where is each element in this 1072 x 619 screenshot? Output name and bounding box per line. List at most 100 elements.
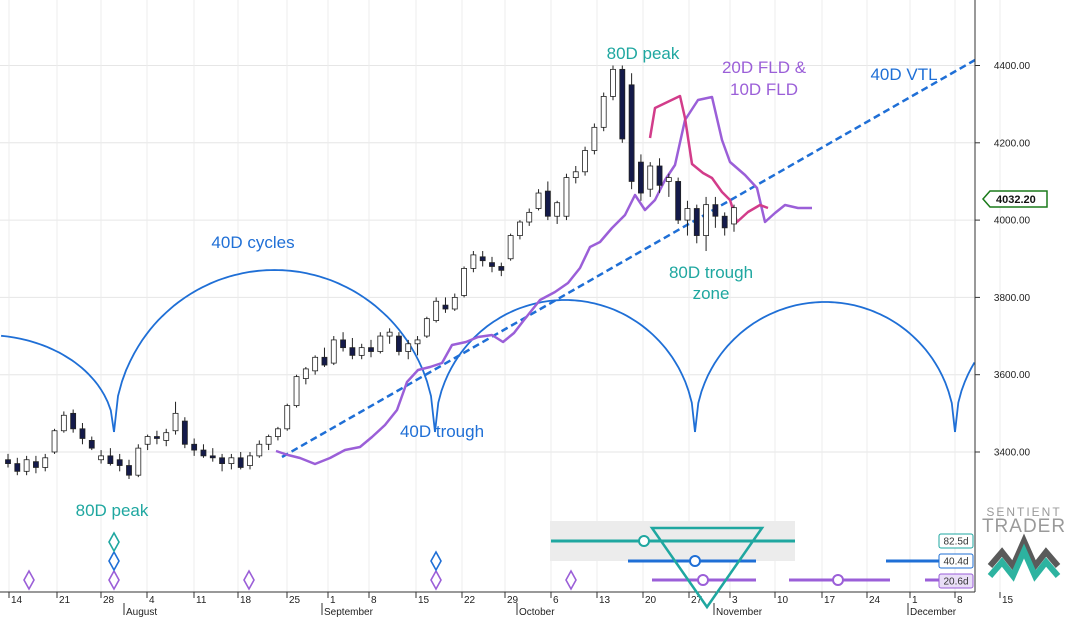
candle-body-down (209, 455, 216, 459)
candle (368, 339, 374, 358)
annotation-zone: zone (693, 284, 730, 303)
candle-body-up (405, 343, 412, 352)
candle-body-up (600, 96, 607, 128)
candle-body-up (42, 457, 49, 468)
candle-body-up (461, 268, 467, 296)
candle (591, 123, 598, 155)
month-label: August (126, 607, 157, 618)
cycle-arc (694, 301, 956, 433)
candle (126, 459, 132, 480)
x-tick-label: 11 (196, 595, 207, 606)
price-axis: 3400.00 3600.00 3800.00 4000.00 4200.00 4400.… (974, 0, 1031, 592)
candle (293, 374, 300, 408)
candle (563, 173, 570, 221)
candle-body-down (349, 347, 356, 356)
cycle-arc (954, 362, 976, 433)
candle-body-up (284, 405, 291, 430)
candle (79, 423, 86, 445)
candle-body-up (60, 414, 67, 432)
candle (638, 154, 644, 201)
cycle-length-40: 40.4d (938, 553, 974, 569)
candle-body-down (154, 436, 160, 439)
candle-body-up (451, 296, 458, 310)
candle (163, 428, 170, 447)
x-tick-label: 15 (418, 595, 430, 606)
candle-body-up (554, 202, 561, 217)
candle-body-up (302, 368, 309, 379)
candle-body-down (498, 266, 505, 271)
candle-body-up (423, 318, 430, 337)
candle (479, 251, 486, 267)
candle (647, 162, 654, 197)
candle-body-up (377, 335, 384, 352)
candle-body-up (647, 165, 654, 190)
annotation-80d-trough: 80D trough (669, 263, 753, 282)
candle (721, 212, 728, 236)
candle-body-down (181, 420, 188, 445)
candle-body-up (582, 150, 588, 173)
x-tick-label: 1 (912, 595, 918, 606)
candle-body-up (563, 177, 570, 217)
candle-body-down (200, 449, 207, 457)
candle (181, 417, 188, 449)
candle-body-up (386, 331, 393, 337)
month-label: November (716, 607, 763, 618)
candle (470, 251, 477, 273)
x-tick-label: 22 (464, 595, 476, 606)
candle (256, 440, 263, 458)
annotation-fld-line1: 20D FLD & (722, 58, 807, 77)
x-tick-label: 20 (645, 595, 657, 606)
candle (154, 430, 160, 445)
candle (703, 196, 709, 252)
candle (461, 266, 467, 298)
x-tick-label: 24 (869, 595, 881, 606)
diamond-20d (430, 569, 442, 591)
candle (665, 173, 672, 197)
candles (5, 65, 737, 480)
diamond-80d (108, 531, 120, 553)
logo-line1: SENTIENT (986, 505, 1061, 519)
diamond-40d (430, 550, 442, 572)
cycle-arc (113, 269, 436, 433)
cycle-40d-marker (689, 555, 701, 567)
candle (200, 444, 207, 458)
candle-body-down (721, 215, 728, 229)
annotation-40d-vtl: 40D VTL (870, 65, 937, 84)
logo-line2: TRADER (982, 516, 1066, 537)
candle (517, 220, 523, 240)
candle-body-up (507, 235, 514, 260)
candle-body-down (107, 455, 114, 464)
candle (60, 411, 67, 433)
candle (237, 452, 244, 470)
candle (135, 444, 142, 478)
candle-body-up (610, 68, 616, 97)
candle-body-up (665, 177, 672, 182)
candle (600, 92, 607, 132)
candle-body-up (591, 126, 598, 151)
fld-20d-line (275, 95, 812, 466)
candle-body-down (628, 84, 635, 182)
candle (340, 332, 346, 352)
candle-body-up (293, 376, 300, 407)
price-tick-label: 3600.00 (994, 370, 1031, 381)
x-tick-label: 29 (507, 595, 519, 606)
candle-body-up (572, 171, 579, 178)
cycle-panel: 14 21 28 4 11 18 25 1 8 15 22 29 6 13 20 27 3 10 17 24 1 8 15A… (0, 521, 1014, 618)
annotation-80d-peak-bottom: 80D peak (76, 501, 149, 520)
candle (358, 343, 365, 360)
candle (405, 339, 412, 360)
candle-body-up (433, 300, 440, 321)
candle-body-up (517, 221, 523, 236)
candle (535, 189, 542, 211)
candle (23, 455, 30, 476)
candle (5, 453, 11, 468)
candle-body-down (79, 428, 86, 439)
x-tick-label: 3 (732, 595, 738, 606)
x-tick-label: 17 (824, 595, 836, 606)
price-tick-label: 4400.00 (994, 61, 1031, 72)
x-tick-label: 10 (777, 595, 789, 606)
annotation-40d-trough: 40D trough (400, 422, 484, 441)
candle-body-down (368, 347, 374, 352)
candle-body-down (693, 208, 700, 236)
candle (498, 262, 505, 277)
